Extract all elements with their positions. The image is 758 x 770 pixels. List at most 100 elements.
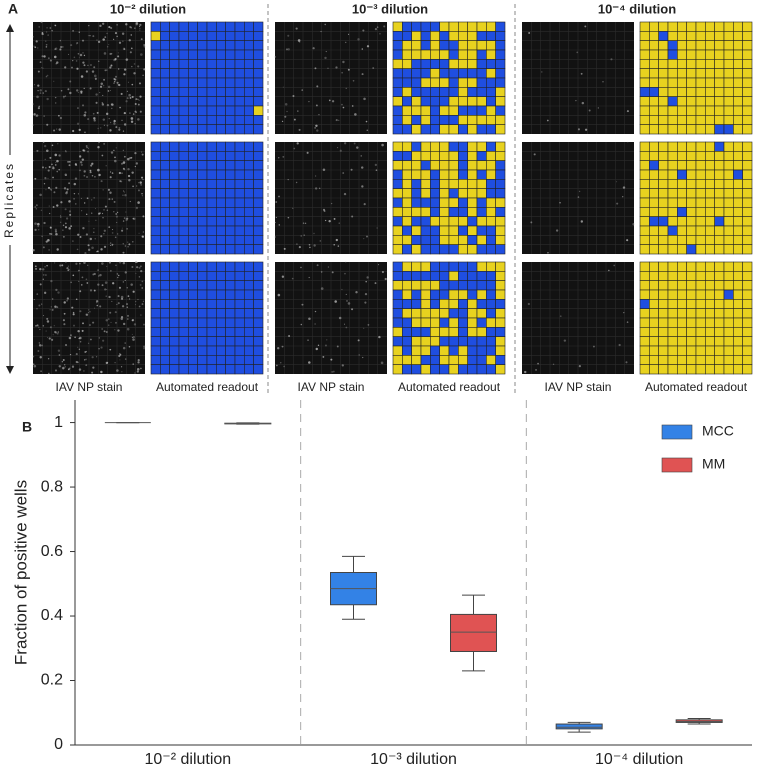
speck — [51, 30, 53, 32]
speck — [312, 47, 315, 50]
speck — [123, 217, 126, 220]
readout-cell — [658, 355, 669, 365]
speck — [376, 227, 378, 229]
readout-cell — [253, 59, 264, 69]
readout-cell — [686, 355, 697, 365]
readout-cell — [197, 225, 208, 236]
speck — [46, 123, 49, 126]
readout-cell — [244, 336, 254, 347]
speck — [378, 335, 381, 339]
speck — [56, 248, 59, 251]
readout-cell — [244, 115, 254, 125]
readout-cell — [178, 179, 189, 189]
speck — [84, 131, 86, 134]
speck — [142, 300, 144, 302]
speck — [102, 339, 105, 342]
readout-cell — [244, 141, 254, 152]
speck — [54, 153, 58, 157]
readout-cell — [649, 77, 659, 88]
speck — [135, 185, 138, 187]
speck — [107, 188, 111, 191]
speck — [95, 93, 98, 96]
speck — [56, 61, 59, 64]
readout-cell — [234, 169, 245, 180]
readout-cell — [178, 327, 189, 337]
readout-cell — [392, 261, 403, 272]
speck — [40, 370, 42, 372]
speck — [343, 323, 346, 325]
stain-image — [522, 262, 634, 374]
readout-cell — [206, 197, 217, 208]
readout-cell — [639, 235, 650, 245]
readout-cell — [486, 179, 496, 189]
readout-cell — [667, 68, 678, 79]
readout-cell — [225, 21, 236, 32]
speck — [131, 266, 134, 269]
speck — [80, 163, 83, 166]
speck — [106, 32, 108, 35]
speck — [324, 23, 326, 26]
speck — [378, 264, 380, 266]
readout-cell — [448, 308, 459, 319]
readout-cell — [686, 336, 697, 347]
readout-cell — [742, 49, 753, 60]
readout-cell — [458, 59, 468, 69]
readout-cell — [677, 68, 687, 79]
speck — [113, 80, 116, 83]
readout-cell — [150, 271, 161, 281]
readout-cell — [150, 87, 161, 97]
readout-cell — [411, 21, 422, 32]
readout-cell — [742, 59, 753, 69]
speck — [43, 55, 46, 58]
readout-cell — [160, 141, 170, 152]
readout-cell — [169, 271, 180, 281]
readout-cell — [723, 327, 734, 337]
readout-cell — [234, 207, 245, 217]
readout-cell — [188, 271, 198, 281]
speck — [50, 306, 53, 308]
readout-cell — [486, 244, 496, 255]
speck — [103, 233, 105, 235]
speck — [98, 347, 100, 350]
readout-cell — [160, 317, 170, 328]
readout-cell — [253, 345, 264, 356]
readout-cell — [695, 160, 706, 171]
speck — [33, 364, 37, 368]
speck — [46, 264, 48, 267]
readout-cell — [253, 299, 264, 309]
speck — [42, 278, 44, 280]
speck — [140, 183, 143, 186]
speck — [43, 291, 47, 294]
speck — [143, 68, 146, 71]
readout-cell — [448, 207, 459, 217]
y-tick-label: 0.8 — [41, 478, 63, 495]
speck — [277, 293, 281, 297]
speck — [275, 216, 277, 218]
readout-cell — [234, 336, 245, 347]
readout-cell — [188, 355, 198, 365]
readout-cell — [253, 197, 264, 208]
readout-cell — [639, 188, 650, 199]
speck — [559, 315, 562, 317]
speck — [48, 205, 50, 207]
speck — [337, 147, 339, 149]
speck — [314, 187, 318, 190]
speck — [114, 156, 116, 159]
readout-cell — [225, 244, 236, 255]
readout-cell — [705, 345, 715, 356]
readout-cell — [188, 96, 198, 107]
speck — [72, 274, 75, 277]
readout-cell — [495, 160, 506, 171]
speck — [111, 243, 114, 246]
speck — [70, 281, 72, 284]
speck — [40, 209, 43, 212]
readout-cell — [448, 115, 459, 125]
readout-cell — [476, 169, 487, 180]
readout-cell — [476, 207, 487, 217]
readout-cell — [206, 141, 217, 152]
speck — [54, 369, 58, 372]
readout-cell — [206, 345, 217, 356]
readout-cell — [160, 327, 170, 337]
readout-cell — [169, 160, 180, 171]
readout-cell — [392, 280, 403, 291]
